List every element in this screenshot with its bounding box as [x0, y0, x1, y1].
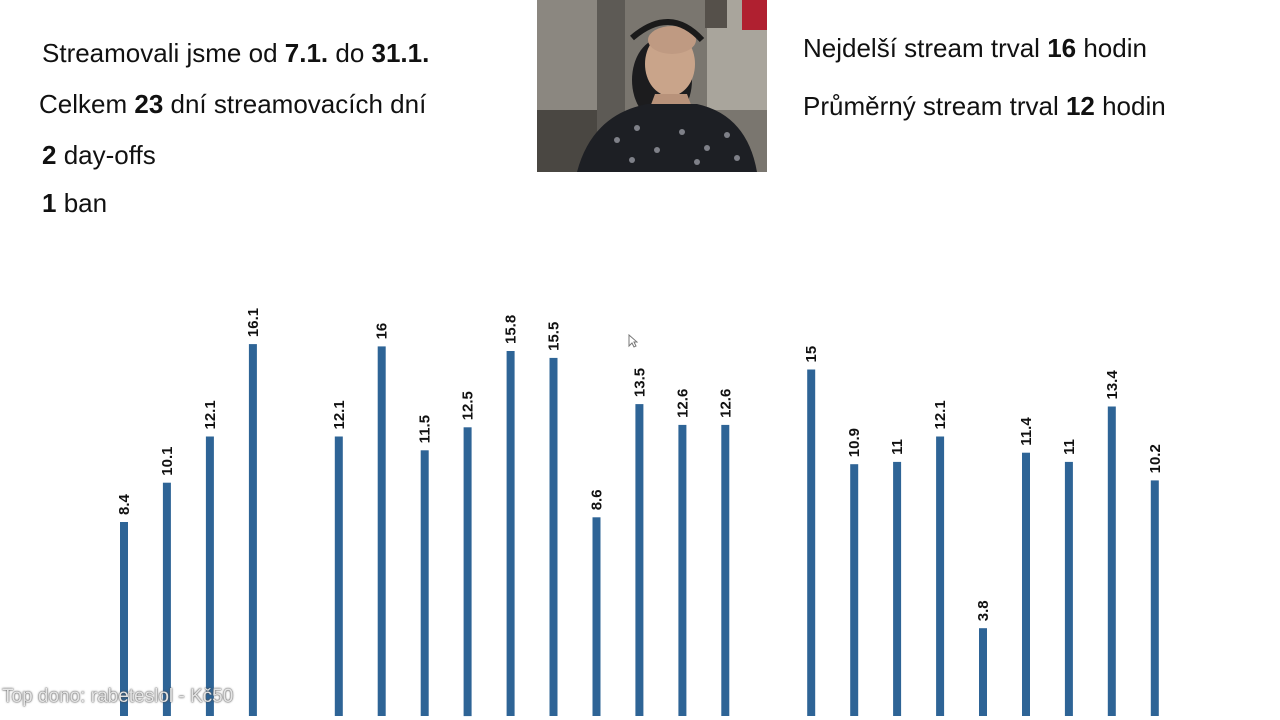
bar-value-label: 13.4	[1104, 370, 1121, 400]
bar-day-20	[936, 436, 945, 716]
stat-longest-suffix: hodin	[1076, 33, 1147, 63]
stat-average-suffix: hodin	[1094, 91, 1166, 121]
stat-total-days: Celkem 23 dní streamovacích dní	[39, 91, 426, 117]
bar-value-label: 12.1	[202, 400, 219, 429]
bar-day-21	[979, 628, 987, 716]
bar-value-label: 16	[374, 323, 391, 340]
stat-total-value: 23	[134, 89, 164, 119]
bar-value-label: 12.1	[331, 400, 348, 429]
bar-value-label: 8.4	[116, 493, 133, 515]
bar-value-label: 10.9	[846, 428, 863, 457]
bar-value-label: 11.4	[1018, 417, 1035, 446]
mouse-cursor-icon	[628, 334, 638, 348]
stat-stream-period: Streamovali jsme od 7.1. do 31.1.	[42, 40, 429, 66]
stat-period-to: 31.1.	[371, 38, 430, 68]
bar-day-1	[120, 522, 128, 716]
bar-day-18	[850, 464, 859, 716]
stat-average-value: 12	[1065, 91, 1095, 121]
stat-average-prefix: Průměrný stream trval	[803, 91, 1066, 121]
bar-day-25	[1150, 480, 1159, 716]
webcam-image	[537, 0, 767, 172]
bar-day-6	[334, 436, 343, 716]
bar-value-label: 15.8	[503, 315, 520, 344]
bar-value-label: 16.1	[245, 308, 262, 337]
stat-period-from: 7.1.	[284, 38, 329, 68]
stat-bans: 1 ban	[42, 190, 107, 216]
stat-dayoffs-value: 2	[42, 140, 57, 170]
bar-value-label: 10.2	[1147, 444, 1164, 473]
bar-day-3	[205, 436, 214, 716]
bar-day-9	[463, 427, 472, 717]
bar-value-label: 3.8	[975, 600, 992, 621]
bar-day-17	[807, 369, 816, 716]
bar-day-22	[1022, 452, 1030, 716]
stat-longest-value: 16	[1047, 33, 1077, 63]
bar-day-12	[592, 517, 601, 716]
stat-total-prefix: Celkem	[39, 89, 135, 119]
stat-longest-prefix: Nejdelší stream trval	[803, 33, 1048, 63]
stat-dayoffs-suffix: day-offs	[56, 140, 156, 170]
stat-dayoffs: 2 day-offs	[42, 142, 156, 168]
stat-period-mid: do	[328, 38, 372, 68]
bar-day-11	[549, 357, 558, 716]
stat-average-stream: Průměrný stream trval 12 hodin	[803, 93, 1166, 119]
stat-period-prefix: Streamovali jsme od	[42, 38, 285, 68]
bar-day-8	[420, 450, 429, 716]
bar-day-19	[893, 461, 902, 716]
stat-bans-suffix: ban	[56, 188, 108, 218]
bar-day-15	[721, 424, 730, 716]
bar-value-label: 12.1	[932, 400, 949, 429]
bar-value-label: 11	[889, 439, 906, 455]
bar-value-label: 15	[803, 346, 820, 363]
webcam-feed	[537, 0, 767, 172]
stat-total-suffix: dní streamovacích dní	[163, 89, 427, 119]
bar-day-7	[377, 346, 386, 716]
bar-value-label: 12.6	[674, 389, 691, 418]
bar-day-13	[635, 404, 644, 716]
bar-day-4	[248, 344, 257, 716]
bar-value-label: 10.1	[159, 446, 176, 475]
bar-day-24	[1107, 406, 1116, 716]
bar-value-label: 11.5	[417, 415, 434, 443]
bar-day-2	[162, 482, 171, 716]
stat-bans-value: 1	[42, 188, 57, 218]
bar-value-label: 11	[1061, 439, 1078, 455]
bar-value-label: 15.5	[546, 322, 563, 351]
bar-value-label: 8.6	[589, 489, 606, 510]
bar-value-label: 12.5	[460, 391, 477, 420]
bar-value-label: 13.5	[631, 368, 648, 397]
bar-day-10	[506, 351, 515, 716]
top-donation-overlay: Top dono: rabeteslol - Kč50	[2, 686, 234, 707]
bar-day-14	[678, 424, 687, 716]
stat-longest-stream: Nejdelší stream trval 16 hodin	[803, 35, 1147, 61]
bar-day-23	[1064, 461, 1073, 716]
bar-value-label: 12.6	[717, 389, 734, 418]
